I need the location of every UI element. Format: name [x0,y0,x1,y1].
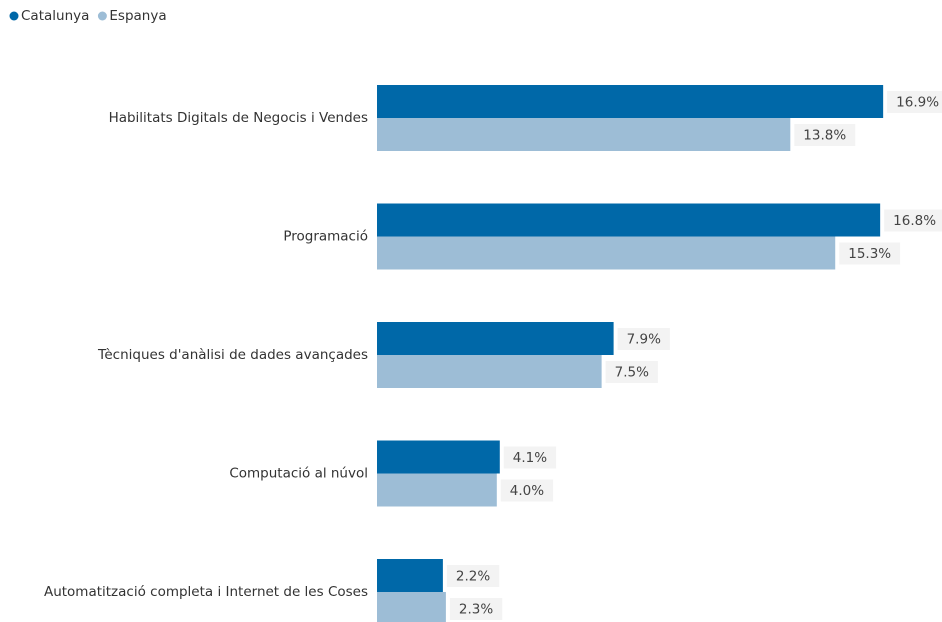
legend-label: Catalunya [21,8,89,24]
bar [377,118,791,151]
bar [377,322,614,355]
bar [377,592,446,622]
value-label-bg [446,565,500,587]
bar [377,440,500,474]
value-label-bg [887,91,942,113]
value-label-bg [605,361,658,383]
value-label-bg [617,328,670,350]
category-label: Tècniques d'anàlisi de dades avançades [97,347,368,363]
value-label: 7.9% [627,332,661,348]
value-label: 16.9% [896,95,939,111]
value-label-bg [449,598,503,620]
value-label: 7.5% [615,365,649,381]
bar [377,236,836,270]
bar [377,559,443,592]
bar [377,85,884,118]
bar [377,355,602,388]
category-label: Habilitats Digitals de Negocis i Vendes [109,110,368,126]
value-label: 2.2% [456,569,490,585]
bar [377,203,881,237]
value-label-bg [884,209,942,232]
legend-label: Espanya [109,8,166,24]
value-label-bg [503,446,557,469]
value-label: 13.8% [803,128,846,144]
bar [377,473,497,507]
legend-marker [9,11,19,21]
value-label: 16.8% [893,213,936,229]
category-label: Programació [283,229,368,245]
value-label-bg [794,124,856,146]
category-label: Computació al núvol [229,466,368,482]
value-label: 2.3% [459,602,493,618]
value-label: 15.3% [848,246,891,262]
value-label-bg [839,242,901,265]
value-label: 4.0% [510,483,544,499]
legend-marker [97,11,107,21]
value-label-bg [500,479,554,502]
category-label: Automatització completa i Internet de le… [44,584,368,600]
value-label: 4.1% [513,450,547,466]
